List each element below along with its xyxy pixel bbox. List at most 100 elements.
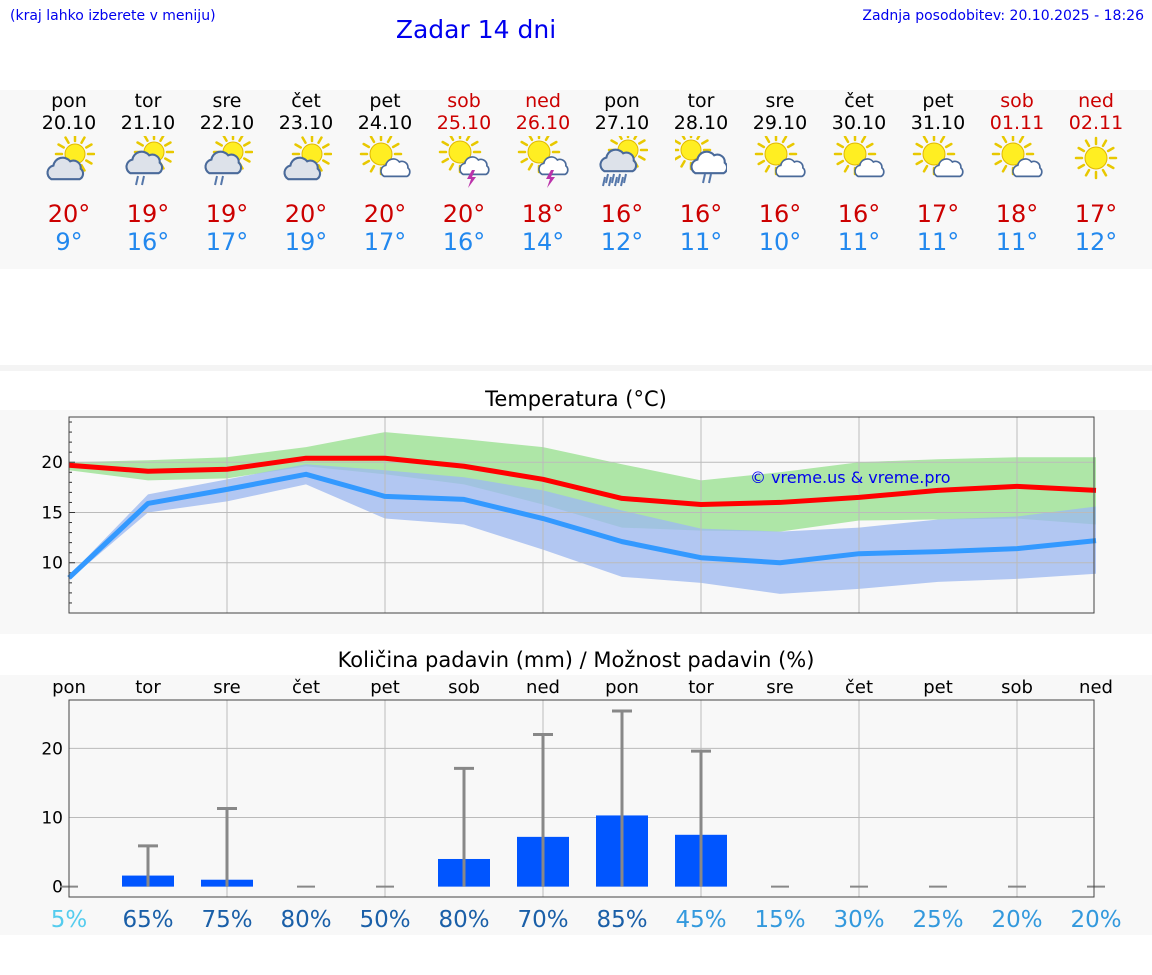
rain-shape [214, 175, 224, 186]
x-category-label: čet [292, 677, 320, 698]
x-category-label: tor [135, 677, 161, 698]
day-min-temp: 16° [442, 228, 486, 256]
sun-shape [54, 136, 95, 175]
cloud-shape [933, 158, 964, 178]
day-max-temp: 19° [205, 200, 249, 228]
day-date: 31.10 [910, 112, 966, 134]
x-category-label: ned [526, 677, 560, 698]
day-name: pet [369, 90, 401, 112]
precipitation-probability: 20% [991, 907, 1042, 933]
day-date: 22.10 [199, 112, 255, 134]
day-max-temp: 16° [679, 200, 723, 228]
page-title: Zadar 14 dni [395, 15, 557, 44]
sun-shape [1074, 136, 1118, 180]
day-date: 30.10 [831, 112, 887, 134]
day-max-temp: 17° [916, 200, 960, 228]
cloud-rain-icon [675, 136, 727, 184]
cloud-shape [459, 156, 490, 176]
precipitation-probability: 45% [675, 907, 726, 933]
divider [0, 365, 1152, 371]
day-max-temp: 18° [521, 200, 565, 228]
cloud-shape [46, 156, 85, 181]
x-category-label: sob [1001, 677, 1033, 698]
cloud-shape [854, 158, 885, 178]
cloud-shape [538, 156, 569, 176]
precipitation-probability: 20% [1070, 907, 1121, 933]
temperature-chart-title: Temperatura (°C) [485, 387, 667, 411]
day-name: ned [1078, 90, 1114, 112]
day-name: pon [51, 90, 87, 112]
day-name: pon [604, 90, 640, 112]
day-date: 27.10 [594, 112, 650, 134]
day-date: 26.10 [515, 112, 571, 134]
day-date: 28.10 [673, 112, 729, 134]
rain-shape [702, 173, 712, 184]
day-name: sre [765, 90, 795, 112]
precipitation-chart: 0 10 20 pon tor sre čet pet sob ned pon tor sre čet pe… [41, 677, 1121, 933]
partly-cloudy-rain-icon [125, 136, 174, 186]
precipitation-probability: 5% [51, 907, 88, 933]
x-category-label: pet [370, 677, 400, 698]
heavy-rain-icon [599, 136, 648, 187]
cloud-shape [204, 150, 243, 175]
x-category-label: pet [923, 677, 953, 698]
temperature-chart-panel: 10 15 20 [0, 410, 1152, 634]
day-min-temp: 14° [521, 228, 565, 256]
day-date: 25.10 [436, 112, 492, 134]
day-date: 21.10 [120, 112, 176, 134]
day-max-temp: 20° [363, 200, 407, 228]
mostly-sunny-icon [359, 136, 411, 178]
day-max-temp: 20° [442, 200, 486, 228]
y-tick-label: 10 [41, 554, 63, 574]
day-name: čet [291, 90, 321, 112]
day-date: 20.10 [41, 112, 97, 134]
lightning-shape [467, 170, 476, 188]
precipitation-probability: 25% [912, 907, 963, 933]
cloud-shape [283, 156, 322, 181]
partly-cloudy-icon [46, 136, 95, 181]
location-menu-hint[interactable]: (kraj lahko izberete v meniju) [10, 8, 216, 24]
day-max-temp: 16° [758, 200, 802, 228]
day-min-temp: 11° [837, 228, 881, 256]
min-temperature-line [67, 471, 1097, 580]
x-category-label: sre [766, 677, 793, 698]
y-tick-label: 10 [41, 809, 63, 829]
day-max-temp: 20° [284, 200, 328, 228]
day-min-temp: 11° [679, 228, 723, 256]
day-min-temp: 12° [600, 228, 644, 256]
mostly-sunny-icon [754, 136, 806, 178]
x-category-label: tor [688, 677, 714, 698]
day-min-temp: 10° [758, 228, 802, 256]
day-name: sob [1000, 90, 1034, 112]
day-date: 24.10 [357, 112, 413, 134]
day-min-temp: 19° [284, 228, 328, 256]
sun-icon [1074, 136, 1118, 180]
lightning-shape [546, 170, 555, 188]
day-name: sob [447, 90, 481, 112]
y-tick-label: 15 [41, 503, 63, 523]
x-category-label: sob [448, 677, 480, 698]
precipitation-probability: 80% [280, 907, 331, 933]
day-name: sre [212, 90, 242, 112]
day-max-temp: 19° [126, 200, 170, 228]
mostly-sunny-icon [991, 136, 1043, 178]
x-category-label: pon [605, 677, 639, 698]
copyright-watermark: © vreme.us & vreme.pro [750, 468, 951, 487]
day-min-temp: 16° [126, 228, 170, 256]
x-category-label: ned [1079, 677, 1113, 698]
cloud-shape [1012, 158, 1043, 178]
day-name: tor [134, 90, 162, 112]
plot-frame [68, 699, 1095, 898]
precipitation-chart-panel: 0 10 20 pon tor sre čet pet sob ned pon tor sre čet pe… [0, 675, 1152, 935]
day-name: tor [687, 90, 715, 112]
precipitation-probability: 75% [201, 907, 252, 933]
mostly-sunny-icon [833, 136, 885, 178]
day-max-temp: 18° [995, 200, 1039, 228]
day-max-temp: 20° [47, 200, 91, 228]
sun-shape [359, 136, 403, 176]
day-min-temp: 17° [363, 228, 407, 256]
y-tick-label: 20 [41, 453, 63, 473]
precipitation-chart-title: Količina padavin (mm) / Možnost padavin … [337, 648, 815, 672]
plot-frame [68, 416, 1095, 614]
precipitation-probability: 85% [596, 907, 647, 933]
